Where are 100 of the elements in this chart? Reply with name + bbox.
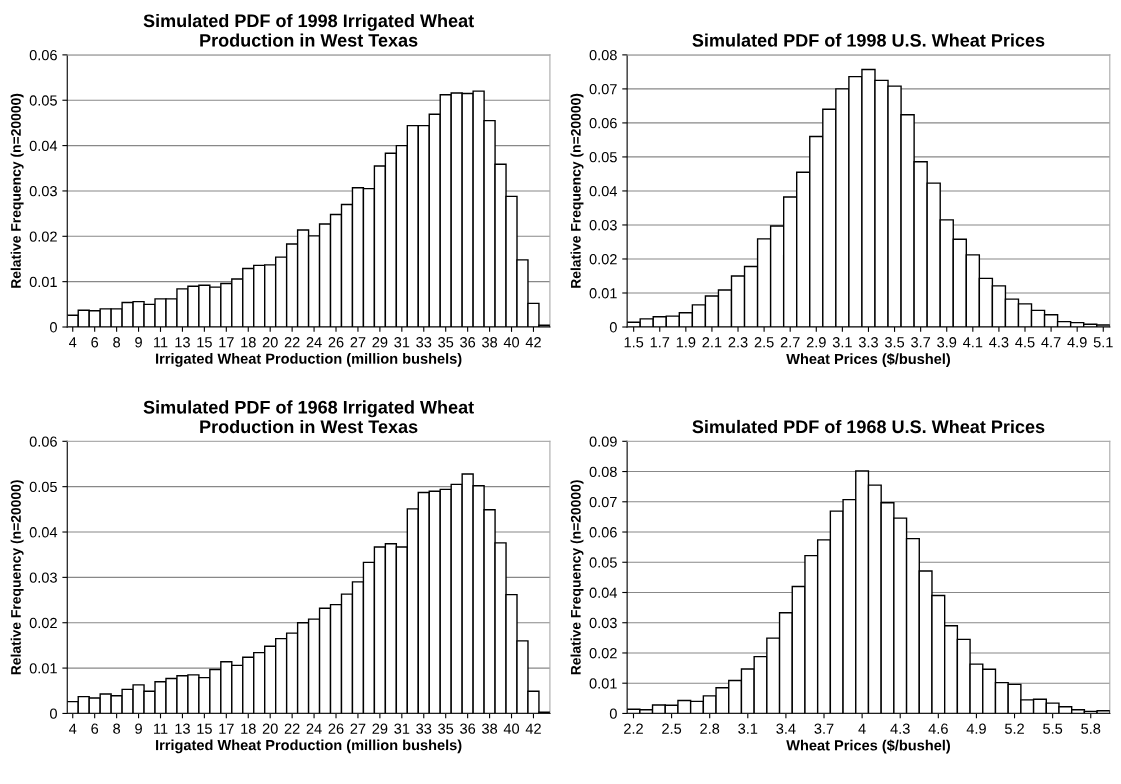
x-tick-label: 13 [175, 723, 190, 734]
y-tick-label: 0.04 [589, 186, 617, 197]
y-tick-label: 0.03 [29, 186, 57, 197]
x-tick-label: 1.7 [650, 337, 670, 348]
x-tick-label: 15 [197, 337, 212, 348]
x-tick-label: 4 [69, 337, 77, 348]
x-tick-label: 5.8 [1081, 723, 1101, 734]
x-tick-label: 29 [372, 723, 388, 734]
x-tick-label: 4.5 [1015, 337, 1035, 348]
x-tick-label: 4 [69, 723, 77, 734]
x-tick-label: 8 [113, 723, 121, 734]
x-tick-label: 29 [372, 337, 388, 348]
x-tick-label: 42 [525, 337, 541, 348]
x-tick-label: 26 [328, 337, 344, 348]
x-axis-title: Irrigated Wheat Production (million bushels) [156, 739, 462, 754]
x-tick-label: 36 [460, 723, 476, 734]
x-tick-label: 9 [135, 337, 142, 348]
x-tick-label: 36 [460, 337, 476, 348]
y-tick-label: 0.07 [589, 84, 617, 95]
x-tick-label: 20 [262, 723, 278, 734]
y-tick-label: 0.06 [589, 118, 617, 129]
x-tick-label: 20 [262, 337, 278, 348]
x-tick-label: 33 [416, 337, 432, 348]
y-tick-label: 0 [50, 708, 57, 719]
x-tick-label: 2.5 [662, 723, 682, 734]
chart-title: Simulated PDF of 1998 U.S. Wheat Prices [692, 33, 1045, 47]
x-axis-title: Wheat Prices ($/bushel) [786, 353, 950, 367]
x-tick-label: 2.3 [728, 337, 748, 348]
x-tick-label: 1.9 [676, 337, 696, 348]
x-tick-label: 2.1 [702, 337, 722, 348]
y-axis-title: Relative Frequency (n=20000) [570, 480, 584, 675]
x-tick-label: 15 [197, 723, 212, 734]
x-tick-label: 2.5 [754, 337, 774, 348]
x-tick-label: 38 [482, 337, 498, 348]
x-tick-label: 27 [350, 337, 366, 348]
x-tick-label: 13 [175, 337, 190, 348]
x-tick-label: 31 [394, 723, 410, 734]
x-tick-label: 5.1 [1093, 337, 1113, 348]
y-tick-label: 0.03 [29, 572, 57, 583]
x-tick-label: 2.9 [806, 337, 826, 348]
x-axis-title: Irrigated Wheat Production (million bushels) [156, 353, 462, 367]
y-axis-title: Relative Frequency (n=20000) [570, 93, 584, 288]
y-tick-label: 0.07 [589, 496, 617, 508]
x-tick-label: 4.9 [966, 723, 986, 734]
x-tick-label: 4.3 [890, 723, 910, 734]
x-tick-label: 2.8 [700, 723, 720, 734]
x-tick-label: 4.9 [1067, 337, 1087, 348]
x-tick-label: 4.6 [928, 723, 948, 734]
y-axis-title: Relative Frequency (n=20000) [10, 93, 24, 288]
y-tick-label: 0.02 [29, 617, 57, 629]
y-tick-label: 0.06 [29, 436, 57, 447]
x-tick-label: 2.7 [780, 337, 800, 348]
x-tick-label: 18 [241, 337, 256, 348]
x-tick-label: 8 [113, 337, 121, 348]
y-tick-label: 0.03 [589, 220, 617, 231]
y-tick-label: 0.04 [589, 587, 617, 598]
x-tick-label: 4 [858, 723, 866, 734]
y-tick-label: 0 [50, 322, 57, 333]
x-tick-label: 22 [284, 723, 300, 734]
chart-title: Simulated PDF of 1968 U.S. Wheat Prices [692, 419, 1045, 434]
y-tick-label: 0.02 [29, 231, 57, 242]
y-tick-label: 0.05 [589, 557, 617, 568]
x-tick-label: 35 [438, 337, 454, 348]
y-tick-label: 0.02 [589, 254, 617, 265]
x-tick-label: 38 [482, 723, 498, 734]
y-tick-label: 0 [609, 322, 617, 333]
y-tick-label: 0.09 [589, 436, 617, 447]
x-tick-label: 11 [154, 337, 168, 348]
y-tick-label: 0.06 [29, 49, 57, 61]
x-tick-label: 4.3 [989, 337, 1009, 348]
y-tick-label: 0.08 [589, 49, 617, 61]
x-tick-label: 17 [219, 723, 234, 734]
x-tick-label: 27 [350, 723, 366, 734]
x-tick-label: 2.2 [624, 723, 643, 734]
chart-title: Simulated PDF of 1968 Irrigated Wheat Production in West Texas [143, 400, 474, 434]
x-tick-label: 3.1 [832, 337, 852, 348]
x-tick-label: 18 [241, 723, 256, 734]
y-tick-label: 0.03 [589, 617, 617, 629]
y-tick-label: 0 [609, 708, 617, 719]
x-tick-label: 40 [503, 723, 520, 734]
x-tick-label: 40 [503, 337, 520, 348]
x-tick-label: 35 [438, 723, 454, 734]
x-tick-label: 9 [135, 723, 142, 734]
y-tick-label: 0.02 [589, 648, 617, 659]
y-tick-label: 0.01 [29, 663, 57, 674]
x-tick-label: 22 [284, 337, 300, 348]
x-axis-title: Wheat Prices ($/bushel) [786, 739, 950, 754]
y-tick-label: 0.04 [29, 527, 58, 538]
x-tick-label: 24 [306, 337, 322, 348]
y-tick-label: 0.05 [589, 152, 617, 163]
x-tick-label: 3.1 [738, 723, 758, 734]
x-tick-label: 31 [394, 337, 410, 348]
x-tick-label: 1.5 [624, 337, 644, 348]
y-tick-label: 0.05 [29, 481, 57, 493]
y-tick-label: 0.08 [589, 466, 617, 477]
y-tick-label: 0.01 [29, 276, 57, 288]
x-tick-label: 3.7 [814, 723, 834, 734]
y-tick-label: 0.01 [589, 678, 617, 689]
x-tick-label: 11 [154, 723, 168, 734]
x-tick-label: 17 [219, 337, 234, 348]
